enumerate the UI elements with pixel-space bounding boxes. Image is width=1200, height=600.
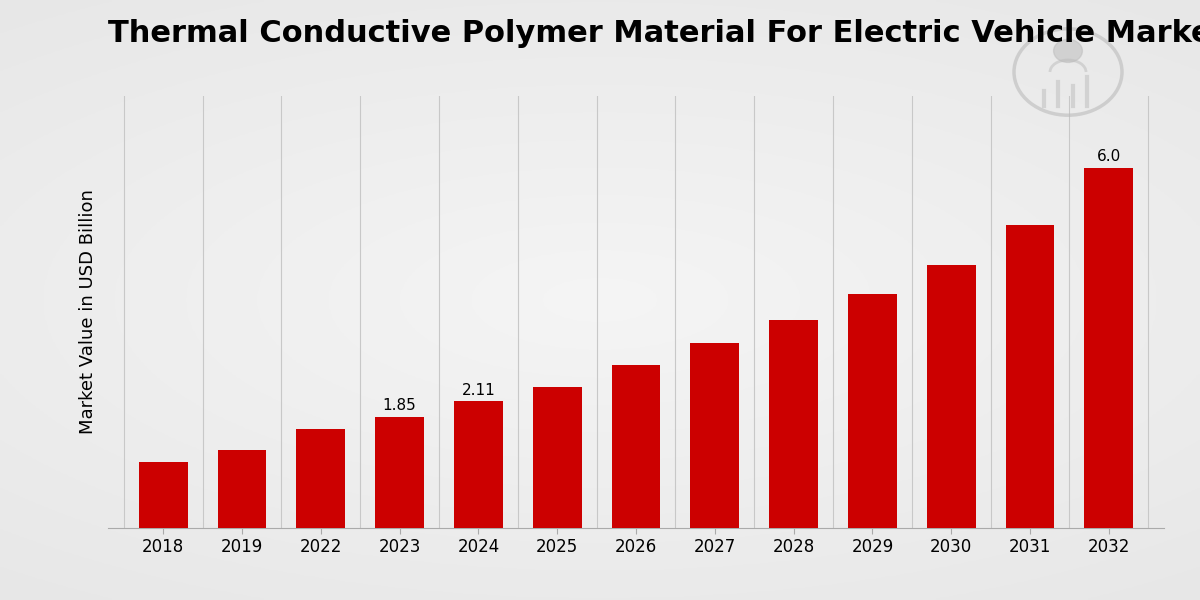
Bar — [217, 450, 266, 528]
Text: Thermal Conductive Polymer Material For Electric Vehicle Market: Thermal Conductive Polymer Material For … — [108, 19, 1200, 48]
Bar — [1006, 225, 1055, 528]
Text: 2.11: 2.11 — [462, 383, 496, 398]
Bar — [769, 320, 818, 528]
Y-axis label: Market Value in USD Billion: Market Value in USD Billion — [79, 190, 97, 434]
Text: 6.0: 6.0 — [1097, 149, 1121, 164]
Bar — [612, 365, 660, 528]
Bar — [926, 265, 976, 528]
Bar — [296, 429, 346, 528]
Bar — [848, 294, 896, 528]
Bar — [533, 387, 582, 528]
Bar — [1085, 168, 1133, 528]
Bar — [376, 417, 424, 528]
Circle shape — [1054, 40, 1082, 62]
Bar — [139, 462, 187, 528]
Text: 1.85: 1.85 — [383, 398, 416, 413]
Bar — [454, 401, 503, 528]
Bar — [690, 343, 739, 528]
